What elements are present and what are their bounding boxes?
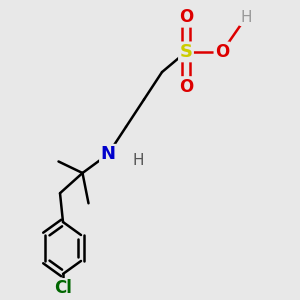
Text: S: S	[179, 43, 193, 61]
Text: Cl: Cl	[54, 279, 72, 297]
Text: H: H	[240, 10, 252, 25]
Text: O: O	[215, 43, 229, 61]
Text: O: O	[179, 77, 193, 95]
Text: N: N	[100, 145, 116, 163]
Text: H: H	[132, 152, 144, 167]
Text: O: O	[179, 8, 193, 26]
